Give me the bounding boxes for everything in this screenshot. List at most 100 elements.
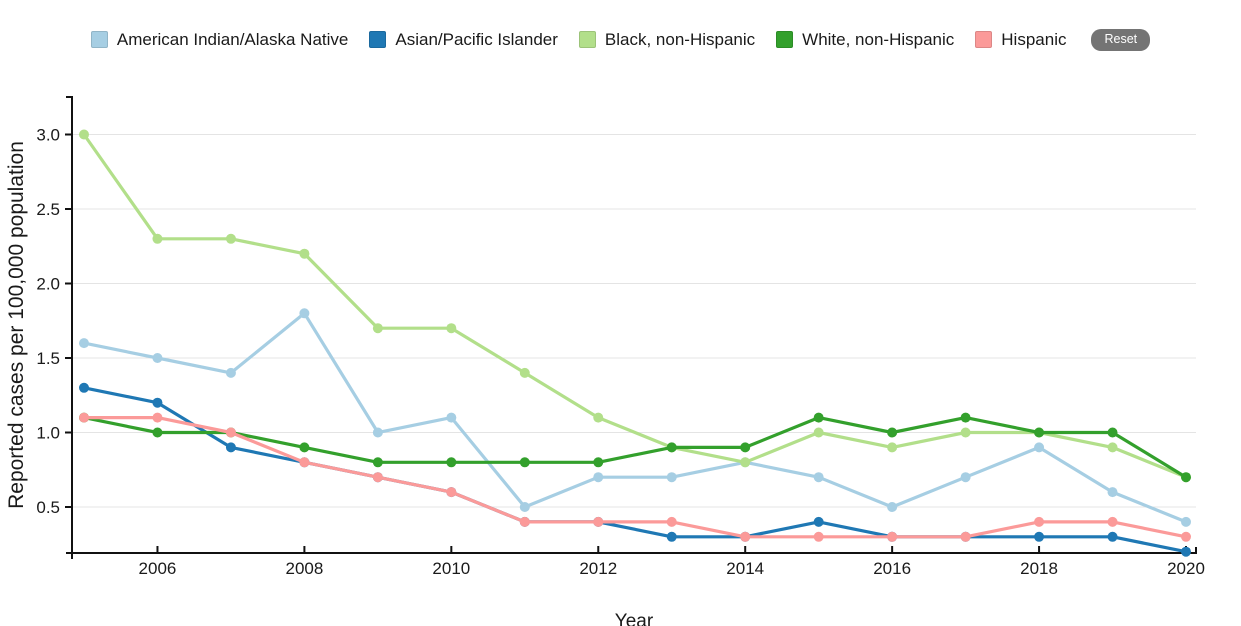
- data-point-black-non-hispanic-2010[interactable]: [446, 323, 457, 334]
- data-point-hispanic-2019[interactable]: [1107, 516, 1118, 527]
- y-axis-title: Reported cases per 100,000 population: [5, 141, 28, 509]
- data-point-black-non-hispanic-2014[interactable]: [740, 457, 751, 468]
- data-point-american-indian-alaska-native-2013[interactable]: [666, 472, 677, 483]
- data-point-asian-pacific-islander-2007[interactable]: [225, 442, 236, 453]
- data-point-white-non-hispanic-2006[interactable]: [152, 427, 163, 438]
- x-tick-label: 2020: [1167, 559, 1205, 578]
- data-point-american-indian-alaska-native-2008[interactable]: [299, 308, 310, 319]
- data-point-american-indian-alaska-native-2005[interactable]: [79, 338, 89, 349]
- data-point-hispanic-2010[interactable]: [446, 487, 457, 498]
- data-point-black-non-hispanic-2005[interactable]: [79, 129, 89, 140]
- data-point-hispanic-2018[interactable]: [1034, 516, 1045, 527]
- legend-item-label: American Indian/Alaska Native: [116, 29, 349, 49]
- x-tick-label: 2012: [579, 559, 617, 578]
- data-point-asian-pacific-islander-2018[interactable]: [1034, 531, 1045, 542]
- data-point-american-indian-alaska-native-2007[interactable]: [225, 367, 236, 378]
- data-point-hispanic-2012[interactable]: [593, 516, 604, 527]
- data-point-american-indian-alaska-native-2006[interactable]: [152, 353, 163, 363]
- series-line-american-indian-alaska-native: [82, 311, 1188, 524]
- y-tick-label: 1.0: [36, 424, 60, 443]
- data-point-black-non-hispanic-2016[interactable]: [887, 442, 898, 453]
- x-tick-label: 2016: [873, 559, 911, 578]
- data-point-asian-pacific-islander-2015[interactable]: [813, 516, 824, 527]
- data-point-white-non-hispanic-2020[interactable]: [1181, 472, 1192, 483]
- legend-item-white-non-hispanic[interactable]: White, non-Hispanic: [776, 30, 954, 50]
- data-point-hispanic-2014[interactable]: [740, 531, 751, 542]
- data-point-american-indian-alaska-native-2020[interactable]: [1181, 516, 1192, 527]
- data-point-black-non-hispanic-2012[interactable]: [593, 412, 604, 423]
- y-tick-label: 2.5: [36, 200, 60, 219]
- legend-item-label: Black, non-Hispanic: [604, 29, 756, 49]
- legend-item-american-indian-alaska-native[interactable]: American Indian/Alaska Native: [90, 29, 349, 50]
- data-point-american-indian-alaska-native-2009[interactable]: [372, 427, 383, 438]
- data-point-hispanic-2016[interactable]: [887, 531, 898, 542]
- data-point-white-non-hispanic-2013[interactable]: [666, 442, 677, 453]
- reset-button[interactable]: Reset: [1091, 29, 1151, 51]
- data-point-white-non-hispanic-2012[interactable]: [593, 457, 604, 468]
- series-asian-pacific-islander: [79, 382, 1192, 557]
- data-point-asian-pacific-islander-2005[interactable]: [79, 382, 89, 393]
- data-point-american-indian-alaska-native-2018[interactable]: [1034, 442, 1045, 453]
- legend-item-black-non-hispanic[interactable]: Black, non-Hispanic: [578, 29, 756, 50]
- data-point-american-indian-alaska-native-2016[interactable]: [887, 502, 898, 512]
- series-line-white-non-hispanic: [82, 416, 1188, 479]
- data-point-white-non-hispanic-2010[interactable]: [446, 457, 457, 468]
- data-point-asian-pacific-islander-2019[interactable]: [1107, 531, 1118, 542]
- y-axis-line: [66, 96, 73, 559]
- data-point-hispanic-2017[interactable]: [960, 531, 971, 542]
- data-point-hispanic-2009[interactable]: [372, 472, 383, 483]
- data-point-hispanic-2011[interactable]: [519, 516, 530, 527]
- data-point-white-non-hispanic-2008[interactable]: [299, 442, 310, 453]
- data-point-hispanic-2007[interactable]: [225, 427, 236, 438]
- data-point-asian-pacific-islander-2013[interactable]: [666, 531, 677, 542]
- data-point-american-indian-alaska-native-2017[interactable]: [960, 472, 971, 483]
- data-point-white-non-hispanic-2016[interactable]: [887, 427, 898, 438]
- data-point-hispanic-2006[interactable]: [152, 412, 163, 423]
- data-point-hispanic-2013[interactable]: [666, 516, 677, 527]
- series-line-asian-pacific-islander: [82, 386, 1188, 554]
- legend: American Indian/Alaska Native Asian/Pacif…: [0, 29, 1241, 51]
- data-point-american-indian-alaska-native-2010[interactable]: [446, 412, 457, 423]
- y-tick-label: 3.0: [36, 126, 60, 145]
- data-point-black-non-hispanic-2006[interactable]: [152, 233, 163, 244]
- data-point-white-non-hispanic-2011[interactable]: [519, 457, 530, 468]
- data-point-white-non-hispanic-2015[interactable]: [813, 412, 824, 423]
- data-point-american-indian-alaska-native-2011[interactable]: [519, 502, 530, 512]
- legend-swatch-white-non-hispanic: [776, 31, 794, 49]
- data-point-hispanic-2008[interactable]: [299, 457, 310, 468]
- x-tick-label: 2006: [139, 559, 177, 578]
- data-point-hispanic-2015[interactable]: [813, 531, 824, 542]
- data-point-american-indian-alaska-native-2019[interactable]: [1107, 487, 1118, 498]
- data-point-black-non-hispanic-2011[interactable]: [519, 367, 530, 378]
- legend-item-label: Hispanic: [1001, 29, 1067, 49]
- data-point-american-indian-alaska-native-2012[interactable]: [593, 472, 604, 483]
- x-tick-label: 2010: [432, 559, 470, 578]
- data-point-black-non-hispanic-2019[interactable]: [1107, 442, 1118, 453]
- data-point-black-non-hispanic-2015[interactable]: [813, 427, 824, 438]
- series-line-black-non-hispanic: [82, 132, 1188, 479]
- data-point-hispanic-2020[interactable]: [1181, 531, 1192, 542]
- legend-swatch-american-indian-alaska-native: [90, 31, 108, 49]
- gridlines: [72, 134, 1196, 508]
- data-point-hispanic-2005[interactable]: [79, 412, 89, 423]
- data-point-american-indian-alaska-native-2015[interactable]: [813, 472, 824, 483]
- x-tick-label: 2014: [726, 559, 764, 578]
- legend-item-hispanic[interactable]: Hispanic: [975, 30, 1066, 50]
- data-point-white-non-hispanic-2014[interactable]: [740, 442, 751, 453]
- data-point-asian-pacific-islander-2020[interactable]: [1181, 546, 1192, 557]
- legend-item-asian-pacific-islander[interactable]: Asian/Pacific Islander: [369, 30, 558, 50]
- data-point-black-non-hispanic-2009[interactable]: [372, 323, 383, 334]
- series-layer: [79, 129, 1192, 557]
- data-point-white-non-hispanic-2009[interactable]: [372, 457, 383, 468]
- legend-swatch-asian-pacific-islander: [369, 31, 387, 49]
- x-tick-label: 2018: [1020, 559, 1058, 578]
- data-point-black-non-hispanic-2008[interactable]: [299, 248, 310, 259]
- data-point-white-non-hispanic-2018[interactable]: [1034, 427, 1045, 438]
- data-point-white-non-hispanic-2017[interactable]: [960, 412, 971, 423]
- data-point-asian-pacific-islander-2006[interactable]: [152, 397, 163, 408]
- y-tick-label: 2.0: [36, 275, 60, 294]
- data-point-black-non-hispanic-2017[interactable]: [960, 427, 971, 438]
- data-point-black-non-hispanic-2007[interactable]: [225, 233, 236, 244]
- data-point-white-non-hispanic-2019[interactable]: [1107, 427, 1118, 438]
